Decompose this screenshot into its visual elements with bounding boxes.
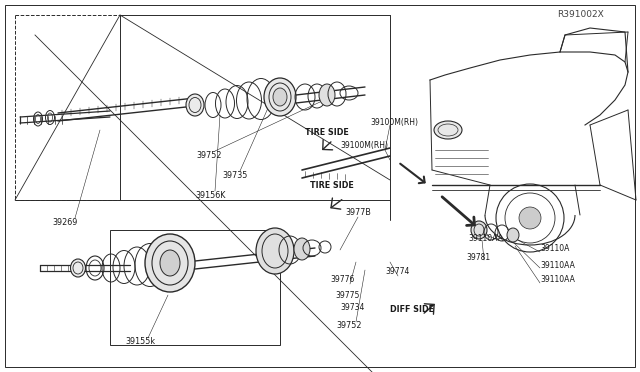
Ellipse shape [70,259,86,277]
Text: 39752: 39752 [336,321,362,330]
Text: TIRE SIDE: TIRE SIDE [310,180,354,189]
Text: 39110AA: 39110AA [540,260,575,269]
Text: 39776: 39776 [330,276,355,285]
Text: 39110AA: 39110AA [540,276,575,285]
Text: 39100M(RH): 39100M(RH) [370,118,418,126]
Ellipse shape [264,78,296,116]
Text: R391002X: R391002X [557,10,604,19]
Ellipse shape [471,221,487,239]
Ellipse shape [319,84,335,106]
Text: 39774: 39774 [385,267,410,276]
Ellipse shape [145,234,195,292]
Text: 3977B: 3977B [345,208,371,217]
Text: 39752: 39752 [196,151,221,160]
Ellipse shape [186,94,204,116]
Text: 39156K: 39156K [195,190,225,199]
Ellipse shape [160,250,180,276]
Text: TIRE SIDE: TIRE SIDE [305,128,349,137]
Text: DIFF SIDE: DIFF SIDE [390,305,434,314]
Bar [110,230,280,345]
Text: 39269: 39269 [52,218,77,227]
Text: 39735: 39735 [222,170,248,180]
Text: 39155k: 39155k [125,337,155,346]
Ellipse shape [294,238,310,260]
Text: 39775: 39775 [335,291,360,299]
Ellipse shape [256,228,294,274]
Ellipse shape [434,121,462,139]
Ellipse shape [273,88,287,106]
Ellipse shape [507,228,519,242]
Text: 39110AA: 39110AA [468,234,503,243]
Ellipse shape [519,207,541,229]
Text: 39734: 39734 [340,304,364,312]
Text: 39110A: 39110A [540,244,570,253]
Text: 39781: 39781 [466,253,490,263]
Text: 39100M(RH): 39100M(RH) [340,141,388,150]
